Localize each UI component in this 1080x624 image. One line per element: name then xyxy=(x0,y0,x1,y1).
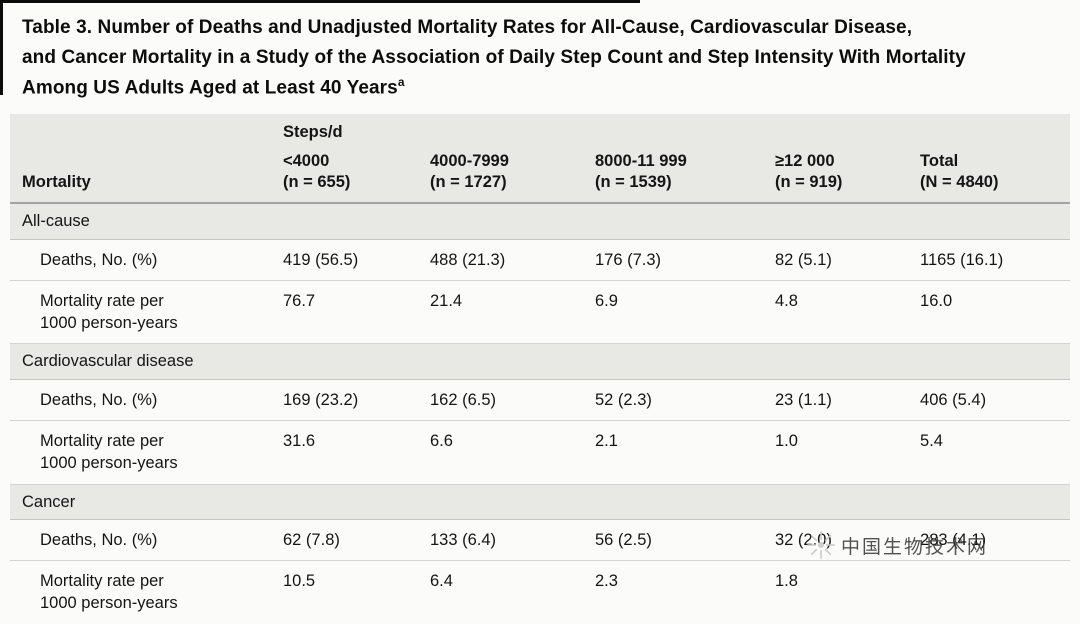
header-blank-cell xyxy=(920,114,1070,146)
row-label: Deaths, No. (%) xyxy=(10,239,283,281)
column-header-row: Mortality <4000 (n = 655) 4000-7999 (n =… xyxy=(10,145,1070,205)
column-label: ≥12 000 xyxy=(775,151,835,170)
row-label: Deaths, No. (%) xyxy=(10,519,283,562)
table-row: Deaths, No. (%) 62 (7.8) 133 (6.4) 56 (2… xyxy=(10,519,1070,562)
value-cell: 283 (4.1) xyxy=(920,519,1070,562)
value-cell: 82 (5.1) xyxy=(775,239,921,281)
title-line-3-text: Among US Adults Aged at Least 40 Years xyxy=(22,77,398,99)
column-header-lt4000: <4000 (n = 655) xyxy=(283,145,430,205)
title-line-3: Among US Adults Aged at Least 40 Yearsa xyxy=(22,73,1054,103)
footnote-marker: a xyxy=(397,75,405,90)
value-cell: 56 (2.5) xyxy=(595,519,775,562)
column-sublabel: (n = 1727) xyxy=(430,172,507,191)
value-cell: 21.4 xyxy=(430,280,595,345)
value-cell: 6.6 xyxy=(430,420,595,485)
table-row: Deaths, No. (%) 169 (23.2) 162 (6.5) 52 … xyxy=(10,379,1070,421)
table-body: All-cause Deaths, No. (%) 419 (56.5) 488… xyxy=(10,202,1070,624)
value-cell: 62 (7.8) xyxy=(283,519,430,562)
table-row: Mortality rate per 1000 person-years 10.… xyxy=(10,561,1070,624)
table-row: Mortality rate per 1000 person-years 76.… xyxy=(10,280,1070,345)
row-label: Mortality rate per 1000 person-years xyxy=(10,420,283,485)
value-cell: 52 (2.3) xyxy=(595,379,775,421)
value-cell: 31.6 xyxy=(283,420,430,485)
value-cell: 6.9 xyxy=(595,280,775,345)
column-label: Total xyxy=(920,151,959,170)
value-cell: 133 (6.4) xyxy=(430,519,595,562)
value-cell: 1165 (16.1) xyxy=(920,239,1070,281)
section-label: Cancer xyxy=(10,483,1070,520)
value-cell: 5.4 xyxy=(920,420,1070,485)
column-sublabel: (n = 919) xyxy=(775,172,843,191)
column-header-8000-11999: 8000-11 999 (n = 1539) xyxy=(595,145,775,205)
value-cell: 406 (5.4) xyxy=(920,379,1070,421)
table-row: Deaths, No. (%) 419 (56.5) 488 (21.3) 17… xyxy=(10,239,1070,281)
column-sublabel: (n = 1539) xyxy=(595,172,672,191)
row-label: Mortality rate per 1000 person-years xyxy=(40,572,178,613)
table-header: Steps/d Mortality <4000 (n = 655) 4000-7… xyxy=(10,114,1070,205)
row-label: Deaths, No. (%) xyxy=(10,379,283,421)
value-cell: 419 (56.5) xyxy=(283,239,430,281)
title-line-2: and Cancer Mortality in a Study of the A… xyxy=(22,47,966,69)
scan-edge-artifact-top xyxy=(0,0,640,3)
column-header-total: Total (N = 4840) xyxy=(920,145,1070,205)
value-cell: 4.8 xyxy=(775,280,921,345)
mortality-table: Steps/d Mortality <4000 (n = 655) 4000-7… xyxy=(10,114,1070,623)
value-cell xyxy=(920,561,1070,624)
column-label: <4000 xyxy=(283,151,330,170)
value-cell: 176 (7.3) xyxy=(595,239,775,281)
value-cell: 488 (21.3) xyxy=(430,239,595,281)
value-cell: 23 (1.1) xyxy=(775,379,921,421)
header-blank-cell xyxy=(10,114,283,146)
value-cell: 162 (6.5) xyxy=(430,379,595,421)
mortality-column-header: Mortality xyxy=(10,145,283,205)
row-label: Mortality rate per 1000 person-years xyxy=(10,280,283,345)
value-cell: 1.8 xyxy=(775,572,798,591)
title-line-1: Table 3. Number of Deaths and Unadjusted… xyxy=(22,17,913,38)
section-row-cancer: Cancer xyxy=(10,483,1070,520)
column-label: 8000-11 999 xyxy=(595,151,687,170)
value-cell: 6.4 xyxy=(430,572,453,591)
section-label: All-cause xyxy=(10,202,1070,240)
column-sublabel: (N = 4840) xyxy=(920,172,999,191)
value-cell: 32 (2.0) xyxy=(775,519,921,562)
section-label: Cardiovascular disease xyxy=(10,343,1070,380)
value-cell: 169 (23.2) xyxy=(283,379,430,421)
section-row-cardiovascular: Cardiovascular disease xyxy=(10,343,1070,380)
value-cell: 2.3 xyxy=(595,572,618,591)
value-cell: 10.5 xyxy=(283,572,316,591)
column-header-ge12000: ≥12 000 (n = 919) xyxy=(775,145,921,205)
table-row: Mortality rate per 1000 person-years 31.… xyxy=(10,420,1070,485)
value-cell: 76.7 xyxy=(283,280,430,345)
table-title: Table 3. Number of Deaths and Unadjusted… xyxy=(0,0,1080,109)
scan-edge-artifact-left xyxy=(0,0,3,95)
column-label: 4000-7999 xyxy=(430,151,509,170)
column-sublabel: (n = 655) xyxy=(283,172,351,191)
value-cell: 16.0 xyxy=(920,280,1070,345)
column-header-4000-7999: 4000-7999 (n = 1727) xyxy=(430,145,595,205)
section-row-all-cause: All-cause xyxy=(10,202,1070,240)
value-cell: 2.1 xyxy=(595,420,775,485)
value-cell: 1.0 xyxy=(775,420,921,485)
steps-span-row: Steps/d xyxy=(10,114,1070,146)
steps-span-header: Steps/d xyxy=(283,114,921,146)
